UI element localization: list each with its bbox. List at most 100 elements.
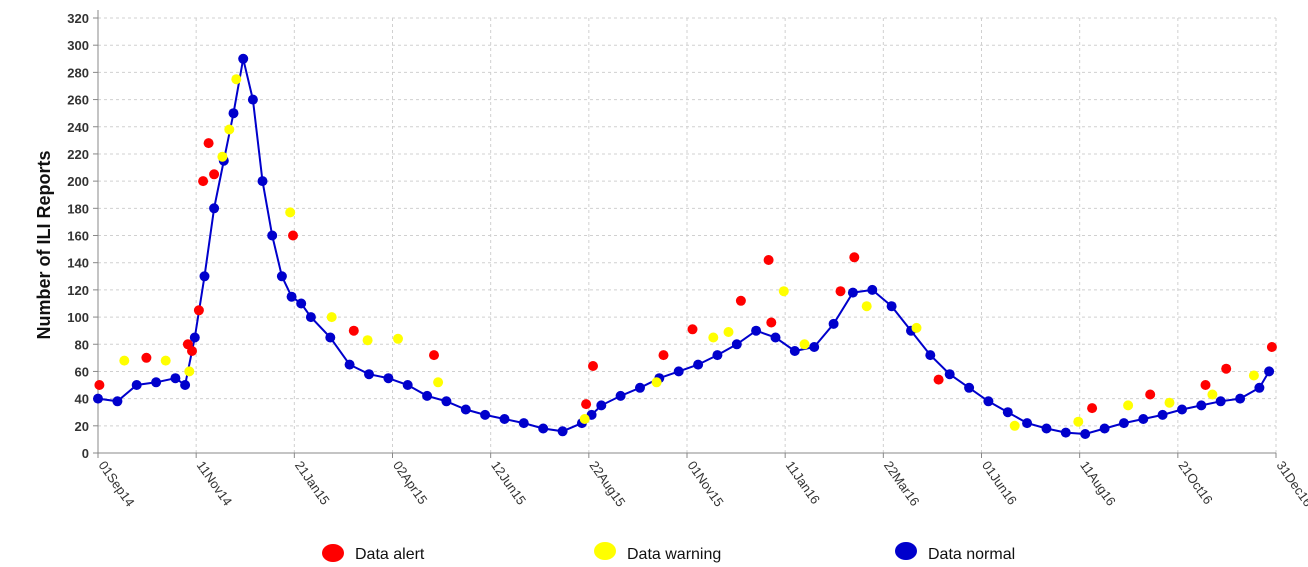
normal-point xyxy=(480,409,491,420)
normal-point xyxy=(751,325,762,336)
x-tick-label: 12Jun15 xyxy=(488,458,529,507)
warning-point xyxy=(160,355,171,366)
warning-point xyxy=(911,322,922,333)
normal-point xyxy=(402,380,413,390)
normal-point xyxy=(1138,414,1149,424)
y-tick-label: 0 xyxy=(82,446,89,461)
warning-point xyxy=(1123,400,1134,411)
y-tick-label: 100 xyxy=(67,310,89,325)
legend-label-warning: Data warning xyxy=(627,546,721,563)
warning-point xyxy=(184,366,195,377)
legend: Data alert Data warning Data normal xyxy=(322,542,1015,563)
warning-point xyxy=(1207,389,1218,400)
alert-point xyxy=(193,305,204,316)
normal-point xyxy=(383,373,394,384)
x-tick-label: 31Dec16 xyxy=(1274,458,1308,509)
normal-point xyxy=(925,350,936,361)
normal-point xyxy=(867,284,878,295)
normal-point xyxy=(731,339,742,350)
normal-point xyxy=(1157,409,1168,420)
warning-point xyxy=(1164,397,1175,408)
normal-point xyxy=(809,342,820,352)
normal-point xyxy=(247,94,258,105)
warning-point xyxy=(1248,370,1259,381)
y-tick-label: 120 xyxy=(67,283,89,298)
warning-point xyxy=(217,151,228,162)
alert-point xyxy=(203,138,214,149)
y-tick-label: 180 xyxy=(67,201,89,216)
series-line-daily xyxy=(97,58,1270,436)
normal-point xyxy=(93,393,103,404)
warning-point xyxy=(1073,416,1084,427)
normal-point xyxy=(325,332,336,343)
x-tick-label: 11Jan16 xyxy=(783,458,823,507)
normal-point xyxy=(151,377,162,388)
warning-point xyxy=(224,124,235,135)
normal-point xyxy=(344,359,355,370)
normal-point xyxy=(112,396,123,407)
x-tick-label: 01Sep14 xyxy=(96,458,138,509)
normal-point xyxy=(422,390,433,401)
normal-point xyxy=(615,390,626,401)
y-tick-label: 160 xyxy=(67,229,89,244)
normal-point xyxy=(557,426,568,437)
alert-point xyxy=(198,176,209,187)
normal-point xyxy=(518,418,529,429)
normal-point xyxy=(199,271,210,282)
normal-point xyxy=(460,404,471,415)
alert-point xyxy=(581,399,592,410)
y-tick-label: 260 xyxy=(67,93,89,108)
normal-point xyxy=(944,369,955,380)
warning-point xyxy=(362,335,373,346)
normal-point xyxy=(1235,393,1246,404)
normal-point xyxy=(964,382,975,393)
normal-point xyxy=(828,318,839,329)
normal-point xyxy=(693,359,704,370)
series-points xyxy=(93,53,1277,439)
alert-point xyxy=(141,352,152,363)
normal-point xyxy=(635,382,645,393)
alert-point xyxy=(849,252,860,263)
warning-point xyxy=(326,312,337,323)
x-tick-label: 21Oct16 xyxy=(1175,458,1215,507)
normal-point xyxy=(712,350,723,361)
normal-point xyxy=(267,230,278,241)
alert-point xyxy=(933,374,944,385)
alert-point xyxy=(1145,389,1156,400)
y-axis-label: Number of ILI Reports xyxy=(34,150,54,339)
y-tick-label: 140 xyxy=(67,256,89,271)
alert-point xyxy=(1266,342,1277,352)
warning-point xyxy=(861,301,872,312)
warning-point xyxy=(433,377,444,388)
alert-point xyxy=(1221,363,1232,374)
normal-point xyxy=(286,291,297,302)
legend-marker-warning xyxy=(594,542,616,560)
y-tick-label: 60 xyxy=(75,364,89,379)
x-tick-label: 11Aug16 xyxy=(1077,458,1119,508)
warning-point xyxy=(285,207,296,218)
series-lines xyxy=(97,58,1270,436)
y-tick-label: 80 xyxy=(75,337,89,352)
normal-point xyxy=(1264,366,1275,377)
normal-point xyxy=(499,414,510,424)
normal-point xyxy=(180,380,191,390)
x-tick-label: 22Mar16 xyxy=(881,458,923,509)
legend-label-normal: Data normal xyxy=(928,546,1015,563)
warning-point xyxy=(799,339,810,350)
alert-point xyxy=(835,286,846,297)
warning-point xyxy=(778,286,789,297)
y-tick-label: 200 xyxy=(67,174,89,189)
x-tick-label: 21Jan15 xyxy=(292,458,333,507)
legend-item-normal: Data normal xyxy=(895,542,1015,563)
alert-point xyxy=(187,346,197,356)
x-tick-labels: 01Sep14 11Nov14 21Jan15 02Apr15 12Jun15 22Aug… xyxy=(96,458,1308,509)
warning-point xyxy=(393,333,403,344)
alert-point xyxy=(658,350,669,361)
warning-point xyxy=(1009,420,1020,431)
x-tick-label: 01Nov15 xyxy=(685,458,727,509)
alert-point xyxy=(209,169,220,180)
x-tick-label: 02Apr15 xyxy=(390,458,430,507)
legend-marker-alert xyxy=(322,544,344,562)
legend-label-alert: Data alert xyxy=(355,546,425,563)
